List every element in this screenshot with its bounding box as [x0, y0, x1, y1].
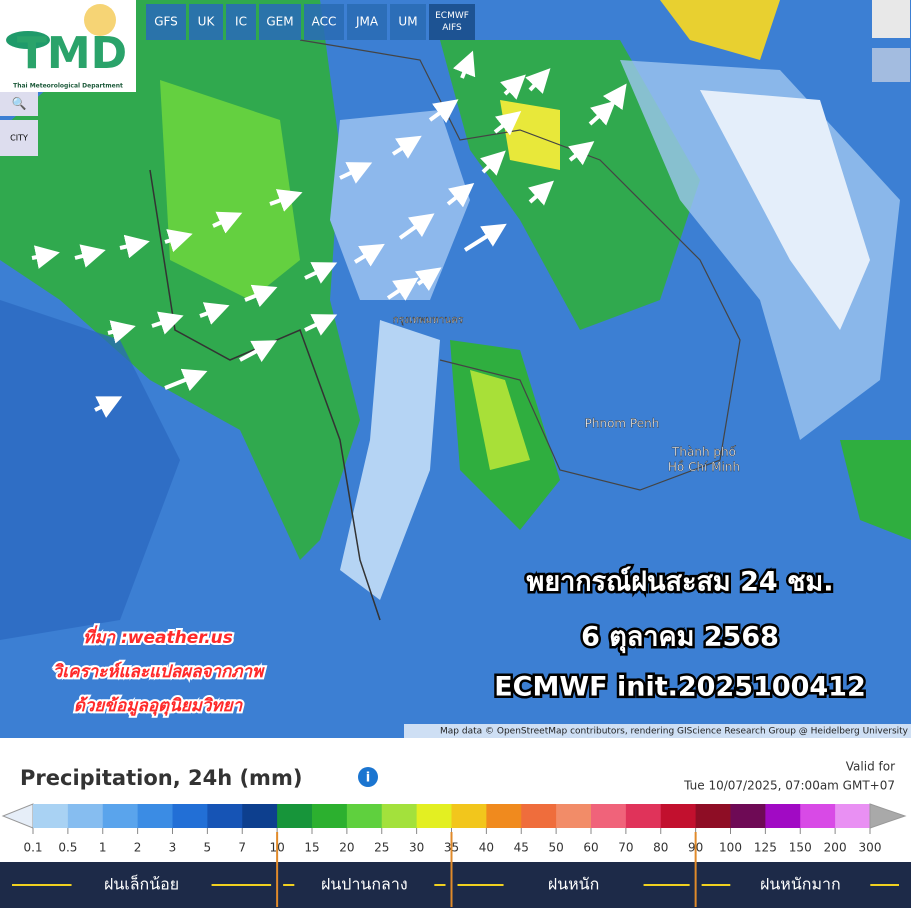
logo-subtitle: Thai Meteorological Department	[13, 83, 123, 90]
colorbar-label: 0.5	[58, 841, 77, 855]
map: TMD Thai Meteorological Department 🔍 CIT…	[0, 0, 911, 738]
source-note: วิเคราะห์และแปลผลจากภาพ	[53, 661, 265, 682]
model-tab[interactable]	[189, 4, 223, 40]
source-note: ด้วยข้อมูลอุตุนิยมวิทยา	[74, 696, 244, 716]
colorbar-end	[869, 803, 907, 829]
colorbar-segment	[695, 804, 731, 828]
model-tab-label: GFS	[154, 15, 178, 29]
colorbar-segment	[556, 804, 592, 828]
colorbar-segment	[312, 804, 348, 828]
city-label: CITY	[10, 134, 28, 143]
model-tab[interactable]	[259, 4, 301, 40]
city-label: กรุงเทพมหานคร	[393, 315, 464, 326]
colorbar-segment	[207, 804, 243, 828]
model-tab[interactable]	[347, 4, 387, 40]
zoom-button[interactable]	[0, 92, 38, 116]
colorbar-label: 125	[754, 841, 777, 855]
colorbar-segment	[346, 804, 383, 828]
attribution: Map data © OpenStreetMap contributors, r…	[440, 727, 909, 737]
colorbar-segment	[102, 804, 139, 828]
colorbar-label: 0.1	[23, 841, 42, 855]
model-tabs: GFS UK IC GEM ACC JMA UM ECMWF AIFS	[146, 4, 475, 40]
colorbar-label: 2	[134, 841, 142, 855]
map-labels: กรุงเทพมหานคร Phnom Penh Thành phố Hồ Chí M…	[392, 315, 740, 474]
colorbar-segment	[172, 804, 208, 828]
colorbar-label: 200	[824, 841, 847, 855]
colorbar-segment	[625, 804, 662, 828]
model-tab[interactable]	[390, 4, 426, 40]
colorbar-segment	[416, 804, 452, 828]
category-label: ฝนหนัก	[548, 875, 599, 894]
colorbar-label: 20	[339, 841, 354, 855]
colorbar-label: 30	[409, 841, 424, 855]
category-label: ฝนเล็กน้อย	[104, 874, 179, 894]
colorbar-label: 60	[583, 841, 598, 855]
model-tab-label: JMA	[355, 15, 379, 29]
wind-arrows	[31, 50, 627, 418]
colorbar-segment	[451, 804, 487, 828]
model-tab-label: UM	[398, 15, 417, 29]
colorbar-segment	[800, 804, 836, 828]
logo-title: TMD	[17, 28, 127, 79]
colorbar-label: 3	[169, 841, 177, 855]
colorbar-label: 40	[479, 841, 494, 855]
colorbar-label: 50	[548, 841, 563, 855]
colorbar-segment	[660, 804, 697, 828]
share-button[interactable]	[872, 0, 910, 38]
forecast-heading: 6 ตุลาคม 2568	[581, 622, 779, 654]
overlay: พยากรณ์ฝนสะสม 24 ชม. 6 ตุลาคม 2568 ECMWF i…	[51, 563, 869, 718]
model-tab-label: IC	[235, 15, 247, 29]
category-label: ฝนปานกลาง	[321, 875, 408, 894]
colorbar-label: 25	[374, 841, 389, 855]
city-label: Thành phố Hồ Chí Minh	[668, 445, 740, 474]
colorbar-segment	[67, 804, 104, 828]
category-label: ฝนหนักมาก	[760, 875, 841, 894]
colorbar-label: 100	[719, 841, 742, 855]
colorbar-segment	[591, 804, 627, 828]
model-tab-label: ACC	[312, 15, 337, 29]
colorbar-label: 1	[99, 841, 107, 855]
model-tab[interactable]	[429, 4, 475, 40]
valid-time: Tue 10/07/2025, 07:00am GMT+07	[683, 779, 895, 793]
colorbar-label: 70	[618, 841, 633, 855]
screenshot-button[interactable]	[872, 48, 910, 82]
colorbar-label: 300	[859, 841, 882, 855]
svg-text:i: i	[366, 771, 370, 786]
city-button[interactable]	[0, 120, 38, 156]
colorbar-segment	[242, 804, 278, 828]
valid-label: Valid for	[846, 760, 895, 774]
colorbar-label: 15	[304, 841, 319, 855]
zoom-icon: 🔍	[12, 96, 27, 111]
colorbar-end	[1, 803, 34, 829]
colorbar-label: 80	[653, 841, 668, 855]
model-tab[interactable]	[226, 4, 256, 40]
model-tab-label: GEM	[266, 15, 293, 29]
legend: Precipitation, 24h (mm) i Valid for Tue …	[0, 760, 911, 908]
model-tab[interactable]	[146, 4, 186, 40]
model-tab-label: UK	[198, 15, 216, 29]
colorbar-segment	[137, 804, 173, 828]
colorbar-segment	[835, 804, 871, 828]
model-tab-label: ECMWF AIFS	[435, 11, 469, 33]
colorbar-label: 7	[238, 841, 246, 855]
colorbar-segment	[521, 804, 557, 828]
colorbar-segment	[486, 804, 522, 828]
colorbar-segment	[730, 804, 766, 828]
colorbar-label: 45	[514, 841, 529, 855]
source-note: ที่มา :weather.us	[83, 625, 233, 648]
colorbar-label: 5	[204, 841, 212, 855]
city-label: Phnom Penh	[585, 417, 660, 431]
colorbar-segment	[765, 804, 801, 828]
colorbar-segment	[381, 804, 418, 828]
logo: TMD Thai Meteorological Department	[0, 0, 136, 92]
legend-title: Precipitation, 24h (mm)	[20, 766, 302, 790]
colorbar-segment	[33, 804, 69, 828]
colorbar-segment	[277, 804, 313, 828]
model-tab[interactable]	[304, 4, 344, 40]
forecast-heading: ECMWF init.2025100412	[494, 672, 866, 703]
forecast-heading: พยากรณ์ฝนสะสม 24 ชม.	[527, 566, 834, 598]
colorbar-label: 150	[789, 841, 812, 855]
